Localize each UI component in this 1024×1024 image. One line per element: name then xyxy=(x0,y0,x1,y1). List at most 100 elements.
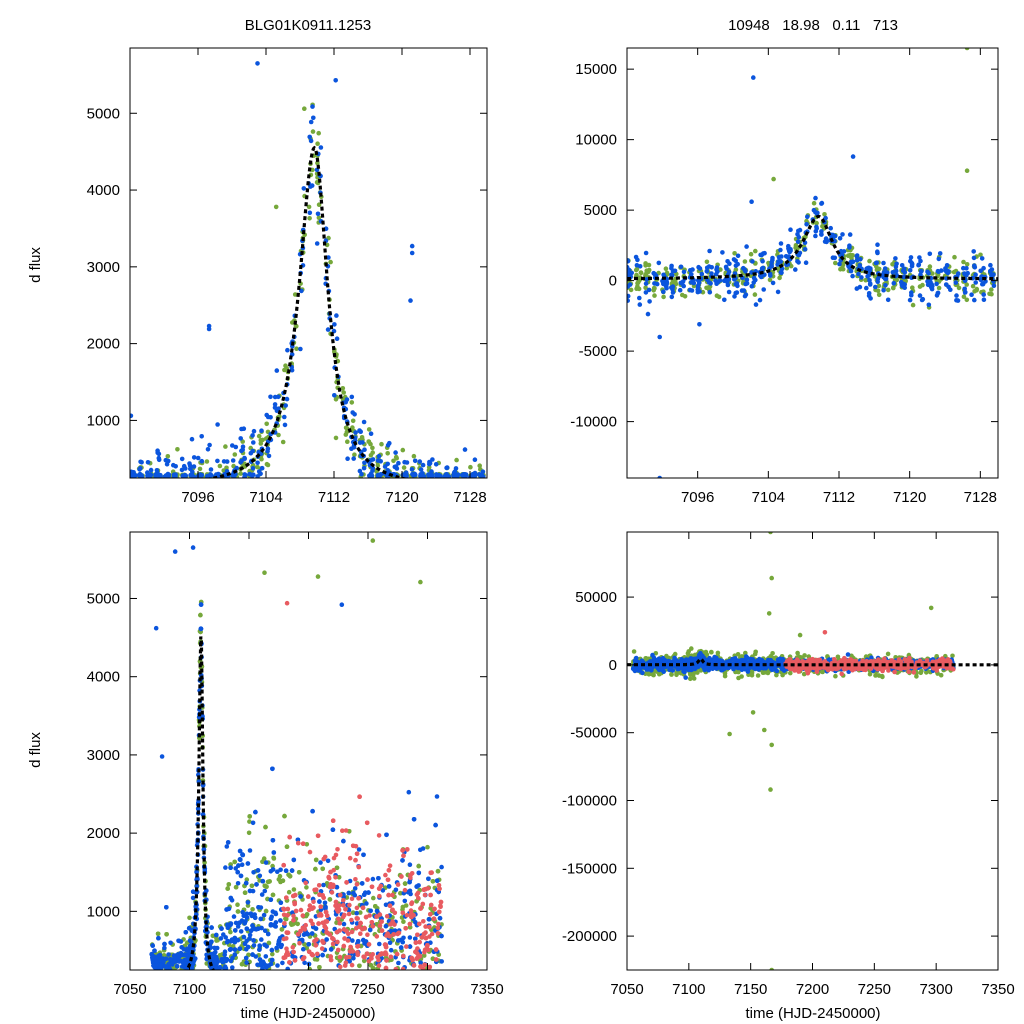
data-point-blue xyxy=(925,269,930,275)
data-point-green xyxy=(646,269,651,275)
data-point-blue xyxy=(148,467,154,473)
y-tick-label: 3000 xyxy=(87,747,120,764)
data-point-blue xyxy=(741,288,747,293)
data-point-blue xyxy=(695,287,700,292)
data-point-red xyxy=(356,864,362,870)
data-point-blue xyxy=(383,923,389,929)
data-point-blue xyxy=(407,944,413,949)
data-point-blue xyxy=(310,808,315,814)
data-point-blue xyxy=(406,789,412,795)
data-point-red xyxy=(316,883,322,888)
data-point-red xyxy=(409,955,415,961)
data-point-blue xyxy=(850,273,855,279)
data-point-blue xyxy=(418,467,424,472)
data-point-blue xyxy=(901,274,906,280)
data-point-blue xyxy=(796,228,801,234)
data-point-blue xyxy=(259,428,264,434)
data-point-red xyxy=(357,794,362,799)
data-point-red xyxy=(418,906,423,911)
data-point-blue xyxy=(883,283,888,288)
data-point-blue xyxy=(362,460,367,466)
data-point-green xyxy=(315,574,321,579)
data-point-red xyxy=(337,954,343,960)
data-point-blue xyxy=(848,268,854,274)
data-point-red xyxy=(295,932,301,937)
data-point-blue xyxy=(882,266,888,271)
data-point-blue xyxy=(920,296,926,302)
data-point-blue xyxy=(156,935,161,941)
data-point-blue xyxy=(240,909,245,915)
data-point-green xyxy=(833,260,838,266)
x-tick-label: 7104 xyxy=(752,489,785,506)
data-point-blue xyxy=(263,860,269,865)
data-point-blue xyxy=(875,249,880,254)
data-point-blue xyxy=(677,287,683,293)
data-point-blue xyxy=(480,469,486,475)
data-point-blue xyxy=(208,944,213,950)
data-point-blue xyxy=(972,263,977,269)
data-point-blue xyxy=(247,848,253,853)
data-point-blue xyxy=(214,472,219,477)
data-point-red xyxy=(317,892,322,897)
model-curve xyxy=(627,214,998,281)
data-point-blue xyxy=(275,963,280,968)
data-point-blue xyxy=(917,293,923,298)
data-point-blue xyxy=(908,255,914,260)
panel-frame xyxy=(129,47,488,479)
data-point-blue xyxy=(452,469,458,474)
data-point-green xyxy=(217,953,223,958)
data-point-blue xyxy=(627,293,631,299)
data-point-green xyxy=(312,956,318,962)
data-point-red xyxy=(284,600,290,606)
data-point-red xyxy=(346,911,352,917)
data-point-green xyxy=(228,862,233,867)
data-point-blue xyxy=(163,956,169,962)
data-point-blue xyxy=(250,466,256,471)
y-tick-label: 5000 xyxy=(584,202,617,219)
data-point-red xyxy=(333,875,338,880)
data-point-blue xyxy=(645,311,651,317)
data-point-green xyxy=(270,892,276,898)
data-point-blue xyxy=(744,244,749,249)
data-point-green xyxy=(235,909,241,914)
data-point-red xyxy=(326,874,332,880)
data-point-blue xyxy=(351,890,356,896)
x-tick-label: 7100 xyxy=(173,981,206,998)
data-point-green xyxy=(989,291,994,297)
data-point-blue xyxy=(265,449,270,454)
data-point-blue xyxy=(429,469,434,474)
data-point-blue xyxy=(387,940,393,945)
data-point-blue xyxy=(823,215,828,221)
data-point-blue xyxy=(936,256,942,262)
data-point-red xyxy=(395,882,401,887)
data-point-red xyxy=(362,954,367,960)
data-point-blue xyxy=(455,472,461,478)
data-point-blue xyxy=(928,279,933,285)
data-point-blue xyxy=(411,817,417,822)
data-point-blue xyxy=(396,460,401,466)
x-tick-label: 7120 xyxy=(385,489,418,506)
data-point-blue xyxy=(426,917,432,922)
data-point-green xyxy=(175,447,180,452)
data-point-green xyxy=(938,672,944,678)
data-point-green xyxy=(748,251,754,257)
data-point-blue xyxy=(988,268,993,274)
data-point-red xyxy=(357,924,362,930)
data-point-blue xyxy=(661,289,666,295)
data-point-blue xyxy=(635,257,640,263)
data-point-green xyxy=(391,458,396,464)
data-point-green xyxy=(232,452,238,457)
data-point-red xyxy=(333,852,339,858)
panel-full-left: 7050 7100 7150 7200 7250 7300 7350100020003000… xyxy=(87,531,504,998)
data-point-red xyxy=(307,849,313,855)
data-point-blue xyxy=(262,942,267,948)
data-point-blue xyxy=(276,406,281,412)
data-point-green xyxy=(703,649,709,655)
data-point-red xyxy=(281,907,287,912)
data-point-blue xyxy=(222,949,228,954)
data-point-blue xyxy=(257,957,263,962)
data-point-blue xyxy=(270,838,276,843)
data-point-green xyxy=(155,931,161,937)
data-point-blue xyxy=(205,447,211,452)
data-point-blue xyxy=(285,966,290,970)
